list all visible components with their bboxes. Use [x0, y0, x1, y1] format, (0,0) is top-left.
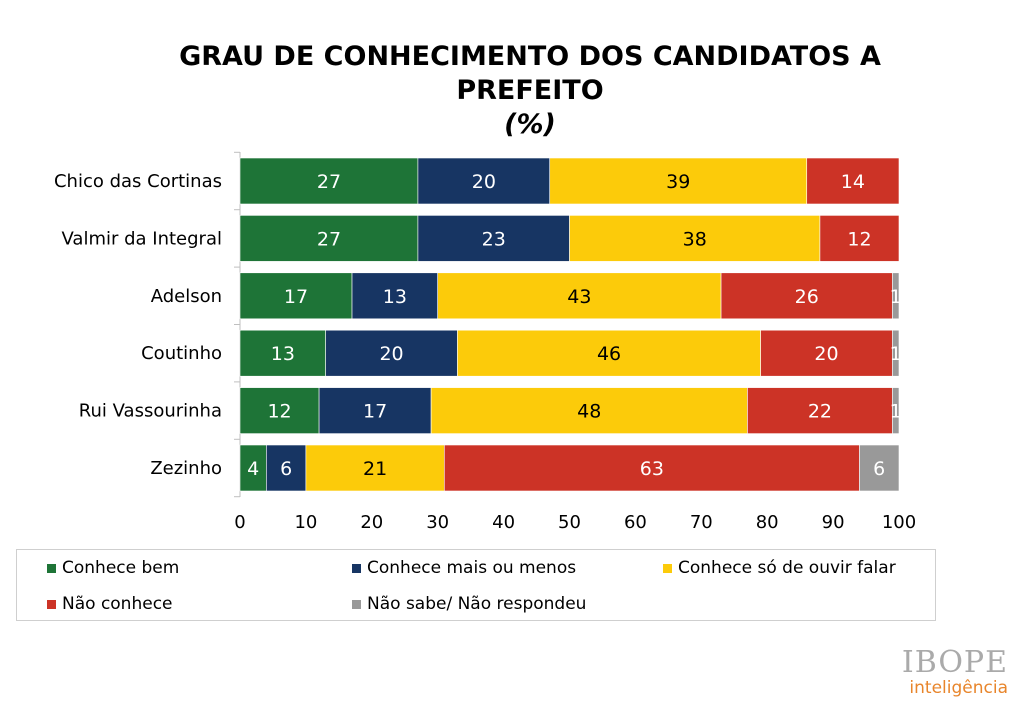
- data-label: 1: [890, 286, 902, 308]
- x-tick-label: 50: [558, 512, 581, 533]
- data-label: 12: [847, 228, 871, 250]
- legend-swatch: [47, 599, 56, 609]
- category-label: Valmir da Integral: [62, 228, 223, 249]
- data-label: 27: [317, 228, 341, 250]
- data-label: 17: [363, 401, 387, 423]
- bar-segment: [239, 157, 419, 205]
- data-label: 48: [577, 401, 601, 423]
- data-label: 20: [814, 343, 838, 365]
- legend-item: Conhece mais ou menos: [352, 558, 576, 578]
- bar-segment: [239, 387, 320, 434]
- category-label: Coutinho: [141, 343, 222, 364]
- data-label: 14: [841, 171, 865, 193]
- legend-swatch: [352, 599, 361, 609]
- category-label: Zezinho: [150, 458, 222, 479]
- x-tick-label: 30: [426, 512, 449, 533]
- bar-segment: [760, 329, 893, 377]
- bar-segment: [351, 272, 438, 320]
- bar-segment: [457, 329, 761, 377]
- legend-label: Conhece mais ou menos: [367, 558, 577, 578]
- chart-legend: Conhece bem Conhece mais ou menos Conhece …: [16, 549, 936, 621]
- chart-title-line1: GRAU DE CONHECIMENTO DOS CANDIDATOS A: [179, 41, 881, 72]
- category-label: Adelson: [151, 286, 222, 307]
- bar-segment: [318, 387, 432, 434]
- data-label: 1: [890, 401, 902, 423]
- legend-item: Conhece bem: [47, 558, 179, 578]
- legend-item: Conhece só de ouvir falar: [663, 558, 896, 578]
- chart-title-line2: PREFEITO: [456, 75, 604, 106]
- bar-segment: [325, 329, 458, 377]
- x-tick-label: 0: [234, 512, 245, 533]
- bar-segment: [549, 157, 808, 205]
- x-tick-label: 10: [294, 512, 317, 533]
- data-label: 27: [317, 171, 341, 193]
- bar-segment: [806, 157, 900, 205]
- legend-swatch: [663, 563, 672, 573]
- legend-swatch: [47, 563, 56, 573]
- data-label: 6: [873, 458, 885, 480]
- legend-label: Não conhece: [62, 594, 173, 614]
- data-label: 20: [379, 343, 403, 365]
- brand-subtitle: inteligência: [909, 678, 1008, 698]
- bar-segment: [239, 329, 326, 377]
- bar-segment: [239, 272, 353, 320]
- legend-item: Não sabe/ Não respondeu: [352, 594, 586, 614]
- bar-segment: [892, 272, 900, 320]
- bar-segment: [437, 272, 722, 320]
- chart-title: GRAU DE CONHECIMENTO DOS CANDIDATOS A PR…: [130, 40, 930, 142]
- data-label: 46: [597, 343, 621, 365]
- x-tick-label: 20: [360, 512, 383, 533]
- bar-segment: [430, 387, 748, 434]
- data-label: 17: [284, 286, 308, 308]
- data-label: 13: [271, 343, 295, 365]
- legend-label: Conhece bem: [62, 558, 180, 578]
- data-label: 6: [280, 458, 292, 480]
- category-label: Chico das Cortinas: [54, 171, 222, 192]
- data-label: 26: [795, 286, 819, 308]
- x-tick-label: 40: [492, 512, 515, 533]
- x-tick-label: 90: [822, 512, 845, 533]
- data-label: 23: [482, 228, 506, 250]
- chart-title-unit: (%): [504, 109, 556, 140]
- data-label: 38: [683, 228, 707, 250]
- legend-item: Não conhece: [47, 594, 173, 614]
- data-label: 12: [267, 401, 291, 423]
- legend-label: Não sabe/ Não respondeu: [367, 594, 587, 614]
- data-label: 20: [472, 171, 496, 193]
- bar-segment: [443, 444, 860, 492]
- brand-name: IBOPE: [901, 645, 1008, 680]
- x-tick-label: 70: [690, 512, 713, 533]
- data-label: 22: [808, 401, 832, 423]
- data-label: 4: [247, 458, 259, 480]
- data-label: 1: [890, 343, 902, 365]
- ibope-logo: IBOPE inteligência: [901, 645, 1008, 699]
- x-tick-label: 100: [882, 512, 916, 533]
- bar-segment: [819, 215, 900, 262]
- bar-segment: [305, 444, 445, 492]
- bar-segment: [892, 387, 900, 434]
- bar-segment: [239, 444, 267, 492]
- legend-label: Conhece só de ouvir falar: [678, 558, 896, 578]
- data-label: 13: [383, 286, 407, 308]
- bar-segment: [859, 444, 900, 492]
- bar-segment: [892, 329, 900, 377]
- data-label: 39: [666, 171, 690, 193]
- bar-segment: [266, 444, 307, 492]
- bar-segment: [569, 215, 821, 262]
- data-label: 21: [363, 458, 387, 480]
- bar-segment: [417, 157, 551, 205]
- data-label: 63: [640, 458, 664, 480]
- x-tick-label: 60: [624, 512, 647, 533]
- data-label: 43: [567, 286, 591, 308]
- category-label: Rui Vassourinha: [79, 401, 222, 422]
- bar-segment: [417, 215, 570, 262]
- x-tick-label: 80: [756, 512, 779, 533]
- legend-swatch: [352, 563, 361, 573]
- bar-segment: [747, 387, 893, 434]
